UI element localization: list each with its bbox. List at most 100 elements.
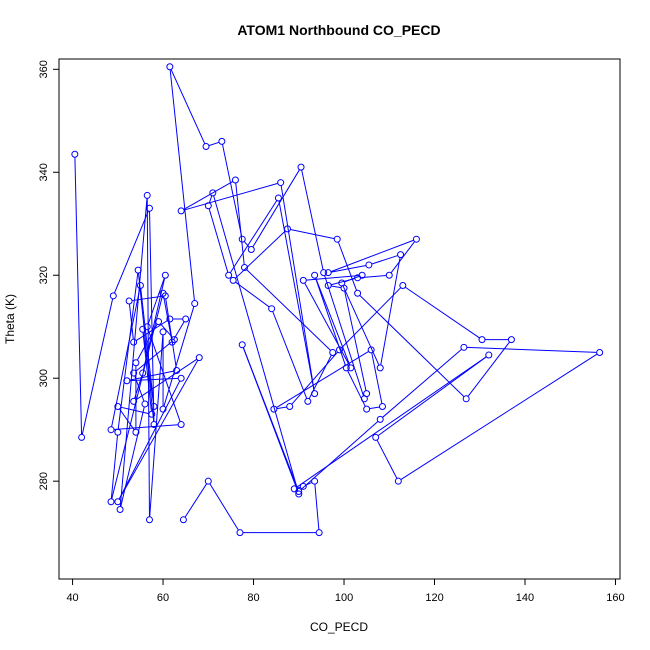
data-point [238,341,246,349]
series-segment [242,347,299,489]
series-segment [120,406,145,507]
data-point [397,251,405,259]
data-point [166,63,174,71]
series-segment [120,406,149,415]
series-segment [146,198,150,517]
data-point [363,405,371,413]
series-segment [229,200,278,273]
series-segment [81,298,114,435]
series-segment [117,273,139,430]
series-segment [135,341,173,372]
series-segment [337,241,358,291]
series-segment [163,306,195,407]
x-tick-label: 80 [247,592,259,604]
data-point [247,245,255,253]
data-point [136,282,144,290]
data-point [130,369,138,377]
series-segment [324,275,364,397]
data-point [385,271,393,279]
data-point [159,405,167,413]
data-point [114,428,122,436]
series-segment [74,157,83,435]
data-point [320,269,328,277]
data-point [191,300,199,308]
y-tick-label: 340 [38,163,50,181]
series-segment [134,375,145,402]
data-point [277,179,285,187]
data-point [218,137,226,145]
data-point [231,176,239,184]
series-lines [74,69,598,534]
data-point [462,395,470,403]
data-point [324,269,332,277]
data-point [202,143,210,151]
y-axis-label: Theta (K) [3,294,17,344]
series-segment [235,281,270,308]
series-segment [118,380,181,500]
data-point [333,235,341,243]
series-segment [246,269,331,351]
x-axis: 40 60 80 100 120 140 160 [66,579,625,604]
data-point [145,516,153,524]
data-point [139,325,147,333]
data-point [311,477,319,485]
series-segment [280,185,315,391]
series-segment [235,182,245,265]
data-point [177,207,185,215]
series-segment [118,359,199,500]
series-segment [466,346,597,353]
series-segment [314,484,320,530]
x-tick-label: 120 [425,592,443,604]
series-segment [113,210,149,294]
series-segment [149,211,155,422]
data-point [130,338,138,346]
series-segment [136,323,158,361]
data-point [204,477,212,485]
data-point [236,529,244,537]
data-point [358,271,366,279]
series-segment [208,208,229,273]
series-segment [140,288,155,404]
series-segment [276,351,369,408]
series-segment [169,69,195,301]
y-axis: 280 300 320 340 360 [38,60,59,490]
data-point [114,403,122,411]
data-point [177,374,185,382]
data-point [347,364,355,372]
x-tick-label: 40 [66,592,78,604]
data-point [170,336,178,344]
data-point [311,390,319,398]
data-point [141,400,149,408]
series-segment [344,290,367,391]
data-point [229,276,237,284]
y-tick-label: 280 [38,472,50,490]
data-point [143,191,151,199]
data-point [270,405,278,413]
series-segment [221,144,243,237]
series-segment [306,275,360,281]
data-point [367,346,375,354]
x-tick-label: 140 [516,592,534,604]
data-point [342,364,350,372]
data-point [209,189,217,197]
plot-frame [58,58,621,580]
data-point [376,415,384,423]
data-point [376,364,384,372]
data-point [107,498,115,506]
series-segment [183,182,278,211]
data-point [485,351,493,359]
data-point [166,315,174,323]
data-point [290,485,298,493]
data-point [329,348,337,356]
series-segment [467,341,510,397]
data-point [145,204,153,212]
data-point [125,297,133,305]
data-point [372,433,380,441]
series-segment [208,141,220,147]
data-point [365,261,373,269]
data-point [225,271,233,279]
x-tick-label: 160 [606,592,624,604]
series-segment [147,329,181,422]
data-point [336,346,343,354]
